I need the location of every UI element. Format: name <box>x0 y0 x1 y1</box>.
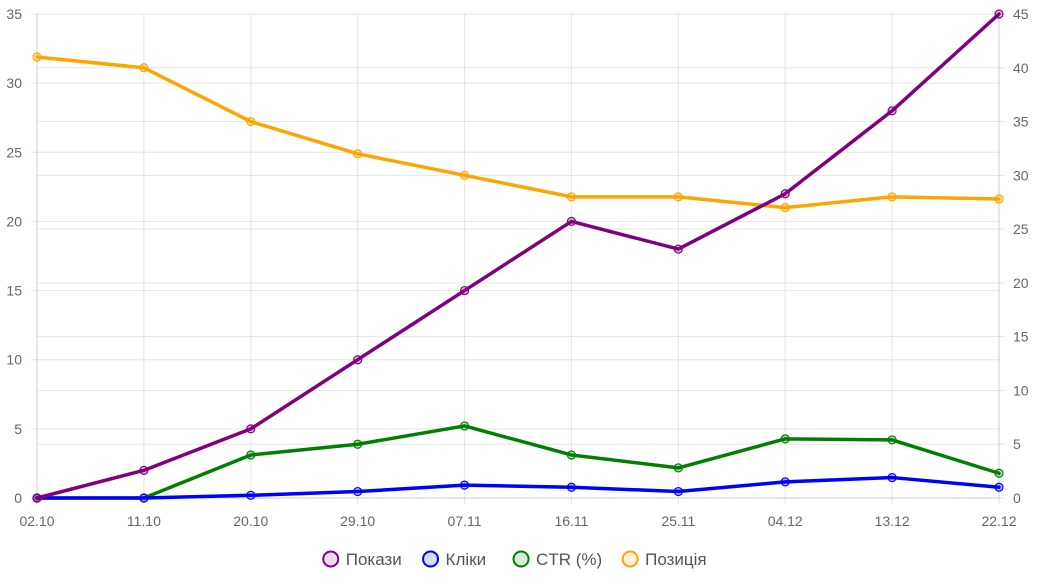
data-point[interactable] <box>566 216 577 227</box>
series-line <box>35 424 1001 500</box>
right-axis-tick-label: 10 <box>1013 382 1029 398</box>
legend-label: Кліки <box>446 550 487 569</box>
data-point[interactable] <box>780 203 790 213</box>
data-point[interactable] <box>780 189 790 199</box>
x-axis-tick-label: 22.12 <box>981 513 1016 529</box>
data-point[interactable] <box>566 482 577 492</box>
data-point[interactable] <box>139 493 149 503</box>
right-axis-tick-label: 30 <box>1013 167 1029 183</box>
data-point[interactable] <box>32 52 42 62</box>
right-axis-tick-label: 5 <box>1013 436 1021 452</box>
data-point[interactable] <box>673 244 683 254</box>
data-point[interactable] <box>673 486 683 497</box>
data-point[interactable] <box>887 435 897 445</box>
data-point[interactable] <box>994 468 1004 478</box>
left-axis-tick-label: 35 <box>6 6 22 22</box>
data-point[interactable] <box>887 472 897 483</box>
legend-label: Покази <box>346 550 402 569</box>
data-point[interactable] <box>566 450 577 460</box>
series-позиція <box>32 52 1004 213</box>
series-line <box>35 12 1001 500</box>
legend-swatch <box>322 550 340 568</box>
legend-label: Позиція <box>645 550 707 569</box>
x-axis-tick-label: 04.12 <box>768 513 803 529</box>
left-axis-tick-label: 15 <box>6 283 22 299</box>
data-point[interactable] <box>994 9 1004 19</box>
left-axis-tick-label: 30 <box>6 75 22 91</box>
left-axis-tick-label: 25 <box>6 144 22 160</box>
data-point[interactable] <box>246 450 256 460</box>
data-point[interactable] <box>459 285 470 296</box>
data-point[interactable] <box>887 106 897 116</box>
x-axis-tick-label: 02.10 <box>19 513 54 529</box>
left-axis-tick-label: 0 <box>14 490 22 506</box>
legend-swatch <box>621 550 639 568</box>
legend-item[interactable]: Кліки <box>422 550 487 569</box>
data-point[interactable] <box>887 192 897 202</box>
legend-item[interactable]: Позиція <box>621 550 707 569</box>
series <box>32 9 1004 503</box>
data-point[interactable] <box>353 355 363 365</box>
data-point[interactable] <box>459 170 470 180</box>
right-axis-tick-label: 0 <box>1013 490 1021 506</box>
data-point[interactable] <box>673 463 683 473</box>
x-axis-tick-label: 25.11 <box>661 513 695 529</box>
data-point[interactable] <box>673 192 683 202</box>
right-axis-tick-label: 40 <box>1013 60 1029 76</box>
data-point[interactable] <box>780 477 790 487</box>
right-axis-tick-label: 25 <box>1013 221 1029 237</box>
data-point[interactable] <box>780 434 790 444</box>
left-axis-tick-label: 20 <box>6 213 22 229</box>
left-axis-tick-label: 10 <box>6 352 22 368</box>
data-point[interactable] <box>139 465 149 475</box>
left-axis-tick-label: 5 <box>14 421 22 437</box>
legend-item[interactable]: Покази <box>322 550 402 569</box>
data-point[interactable] <box>353 439 363 449</box>
grid <box>31 13 1005 504</box>
legend-item[interactable]: CTR (%) <box>512 550 603 569</box>
right-axis-tick-label: 15 <box>1013 329 1029 345</box>
data-point[interactable] <box>994 194 1004 204</box>
legend[interactable]: Покази Кліки CTR (%) Позиція <box>322 550 707 569</box>
data-point[interactable] <box>459 421 470 431</box>
data-point[interactable] <box>246 490 256 500</box>
x-axis-tick-label: 20.10 <box>233 513 268 529</box>
right-axis-tick-label: 20 <box>1013 275 1029 291</box>
series-line <box>35 475 1001 500</box>
axes: 0 5 10 15 20 25 30 35 0 5 10 15 20 25 30 35 40 45 02.10 11.… <box>6 6 1028 529</box>
legend-label: CTR (%) <box>536 550 602 569</box>
data-point[interactable] <box>459 480 470 490</box>
legend-swatch <box>422 550 440 568</box>
x-axis-tick-label: 07.11 <box>448 513 482 529</box>
x-axis-tick-label: 29.10 <box>340 513 375 529</box>
data-point[interactable] <box>139 63 149 73</box>
data-point[interactable] <box>994 482 1004 492</box>
legend-swatch <box>512 550 530 568</box>
data-point[interactable] <box>246 116 256 127</box>
data-point[interactable] <box>32 493 42 503</box>
x-axis-tick-label: 13.12 <box>875 513 910 529</box>
data-point[interactable] <box>246 424 256 434</box>
series-line <box>35 55 1001 210</box>
data-point[interactable] <box>566 192 577 202</box>
right-axis-tick-label: 35 <box>1013 114 1029 130</box>
x-axis-tick-label: 16.11 <box>554 513 588 529</box>
right-axis-tick-label: 45 <box>1013 6 1029 22</box>
data-point[interactable] <box>353 149 363 159</box>
series-покази <box>32 9 1004 503</box>
series-ctr <box>32 421 1004 503</box>
x-axis-tick-label: 11.10 <box>127 513 161 529</box>
data-point[interactable] <box>353 486 363 497</box>
